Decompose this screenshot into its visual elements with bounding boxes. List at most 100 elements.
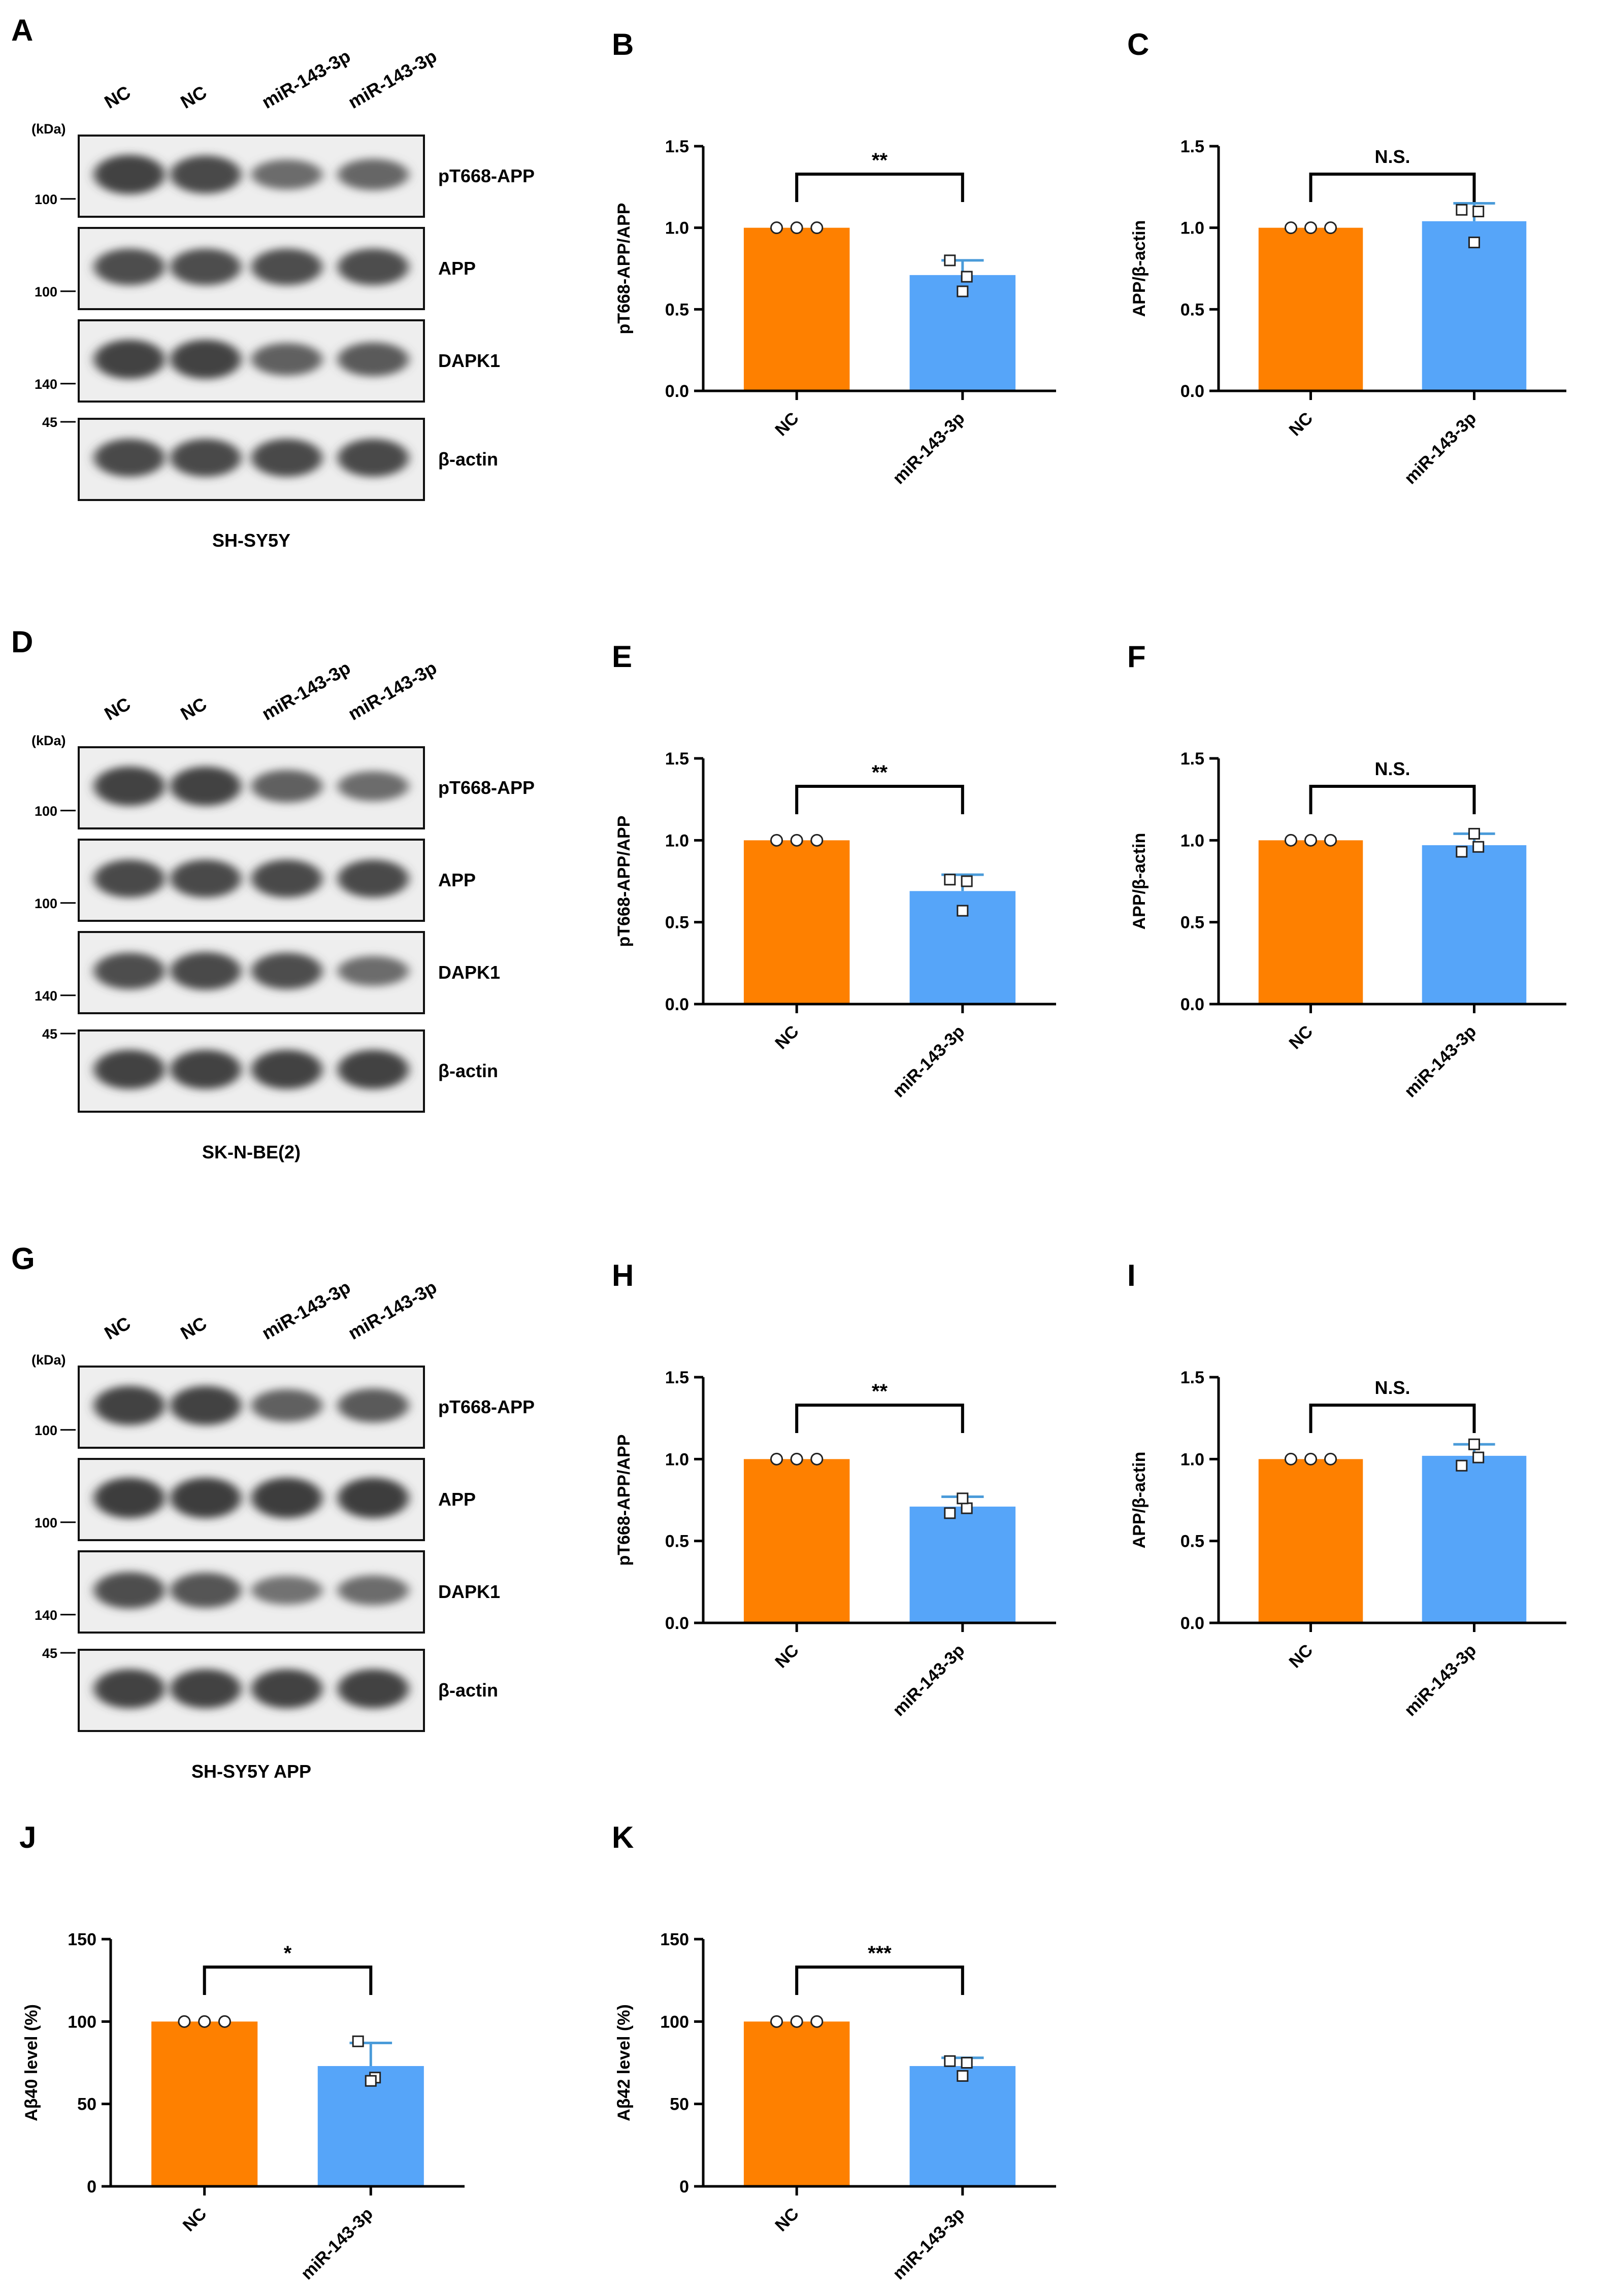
panel-label: B xyxy=(612,27,634,61)
data-point-mir xyxy=(944,2055,956,2067)
protein-band xyxy=(251,439,322,477)
y-tick-label: 0.5 xyxy=(1180,300,1204,319)
y-tick-label: 1.0 xyxy=(1180,1450,1204,1469)
marker-label: 140 xyxy=(35,377,57,392)
data-point-nc xyxy=(1284,834,1297,847)
protein-band xyxy=(251,952,322,989)
significance-label: ** xyxy=(872,1380,888,1403)
marker-label: 140 xyxy=(35,1608,57,1623)
y-axis-label: pT668-APP/APP xyxy=(614,816,634,947)
data-point-mir xyxy=(961,2057,973,2069)
protein-band xyxy=(170,952,241,990)
y-tick-label: 0 xyxy=(87,2177,96,2197)
marker-label: 100 xyxy=(35,896,57,911)
protein-band xyxy=(170,340,241,379)
y-axis-label: APP/β-actin xyxy=(1130,833,1149,930)
significance-label: ** xyxy=(872,761,888,784)
protein-band xyxy=(94,767,165,806)
protein-band xyxy=(94,1572,165,1609)
protein-band xyxy=(94,439,165,477)
marker-label: 140 xyxy=(35,988,57,1004)
y-axis-label: APP/β-actin xyxy=(1130,1452,1149,1549)
data-point-mir xyxy=(944,1507,956,1519)
data-point-mir xyxy=(1472,206,1485,218)
protein-band xyxy=(94,1477,165,1518)
protein-band xyxy=(94,1386,165,1425)
y-tick-label: 50 xyxy=(77,2095,96,2114)
data-point-mir xyxy=(957,285,969,297)
significance-bracket xyxy=(1309,1404,1476,1433)
data-point-nc xyxy=(770,221,783,235)
data-point-mir xyxy=(1468,827,1480,840)
panel-label: I xyxy=(1127,1258,1136,1292)
protein-band xyxy=(251,1389,322,1422)
panel-label: F xyxy=(1127,640,1146,674)
data-point-nc xyxy=(790,221,803,235)
significance-label: N.S. xyxy=(1374,1377,1410,1398)
y-tick-label: 1.5 xyxy=(1180,137,1204,156)
significance-label: * xyxy=(284,1942,292,1965)
panel-label: C xyxy=(1127,27,1149,61)
bar-mir xyxy=(1422,1455,1527,1623)
data-point-mir xyxy=(957,1492,969,1505)
y-axis-label: pT668-APP/APP xyxy=(614,203,634,335)
data-point-mir xyxy=(1456,204,1468,216)
protein-band xyxy=(94,1050,165,1089)
data-point-nc xyxy=(790,2015,803,2028)
significance-bracket xyxy=(795,1404,964,1433)
protein-band xyxy=(338,1050,409,1089)
kda-unit-label: (kDa) xyxy=(31,733,66,748)
protein-band xyxy=(338,1575,409,1606)
data-point-nc xyxy=(790,834,803,847)
data-point-nc xyxy=(770,834,783,847)
y-axis-label: Aβ40 level (%) xyxy=(22,2004,41,2121)
protein-band xyxy=(251,343,322,376)
data-point-mir xyxy=(1472,1451,1485,1463)
protein-band xyxy=(338,248,409,285)
y-tick-label: 0.5 xyxy=(665,913,689,933)
significance-bracket xyxy=(1309,173,1476,202)
data-point-nc xyxy=(810,221,824,235)
y-tick-label: 0.0 xyxy=(665,382,689,401)
protein-label: pT668-APP xyxy=(438,777,535,798)
y-tick-label: 150 xyxy=(68,1930,96,1949)
y-tick-label: 50 xyxy=(670,2095,689,2114)
protein-label: APP xyxy=(438,1489,476,1510)
significance-bracket xyxy=(795,173,964,202)
protein-band xyxy=(251,1050,322,1089)
y-tick-label: 150 xyxy=(660,1930,689,1949)
y-tick-label: 0.5 xyxy=(665,1532,689,1551)
y-tick-label: 0.5 xyxy=(1180,913,1204,933)
y-tick-label: 1.0 xyxy=(665,219,689,238)
y-tick-label: 1.0 xyxy=(1180,831,1204,850)
data-point-nc xyxy=(198,2015,211,2028)
y-tick-label: 0.5 xyxy=(1180,1532,1204,1551)
y-tick-label: 0.0 xyxy=(1180,1614,1204,1633)
protein-band xyxy=(94,1669,165,1709)
protein-label: DAPK1 xyxy=(438,350,500,371)
bar-mir xyxy=(1422,845,1527,1004)
data-point-nc xyxy=(1324,1452,1337,1466)
protein-band xyxy=(338,956,409,986)
y-tick-label: 1.5 xyxy=(665,137,689,156)
protein-band xyxy=(170,439,241,477)
significance-bracket xyxy=(795,1966,964,1995)
data-point-nc xyxy=(178,2015,191,2028)
protein-band xyxy=(251,1477,322,1518)
kda-unit-label: (kDa) xyxy=(31,121,66,137)
protein-band xyxy=(251,770,322,803)
y-tick-label: 0.0 xyxy=(665,995,689,1014)
bar-mir xyxy=(909,1506,1016,1623)
bar-mir xyxy=(1422,221,1527,391)
y-tick-label: 1.0 xyxy=(1180,219,1204,238)
protein-band xyxy=(338,771,409,802)
y-axis-label: pT668-APP/APP xyxy=(614,1435,634,1566)
protein-band xyxy=(170,1477,241,1518)
y-tick-label: 1.0 xyxy=(665,1450,689,1469)
bar-nc xyxy=(743,840,850,1004)
data-point-mir xyxy=(961,1502,973,1514)
protein-band xyxy=(338,1477,409,1518)
data-point-mir xyxy=(957,905,969,917)
data-point-mir xyxy=(961,875,973,887)
